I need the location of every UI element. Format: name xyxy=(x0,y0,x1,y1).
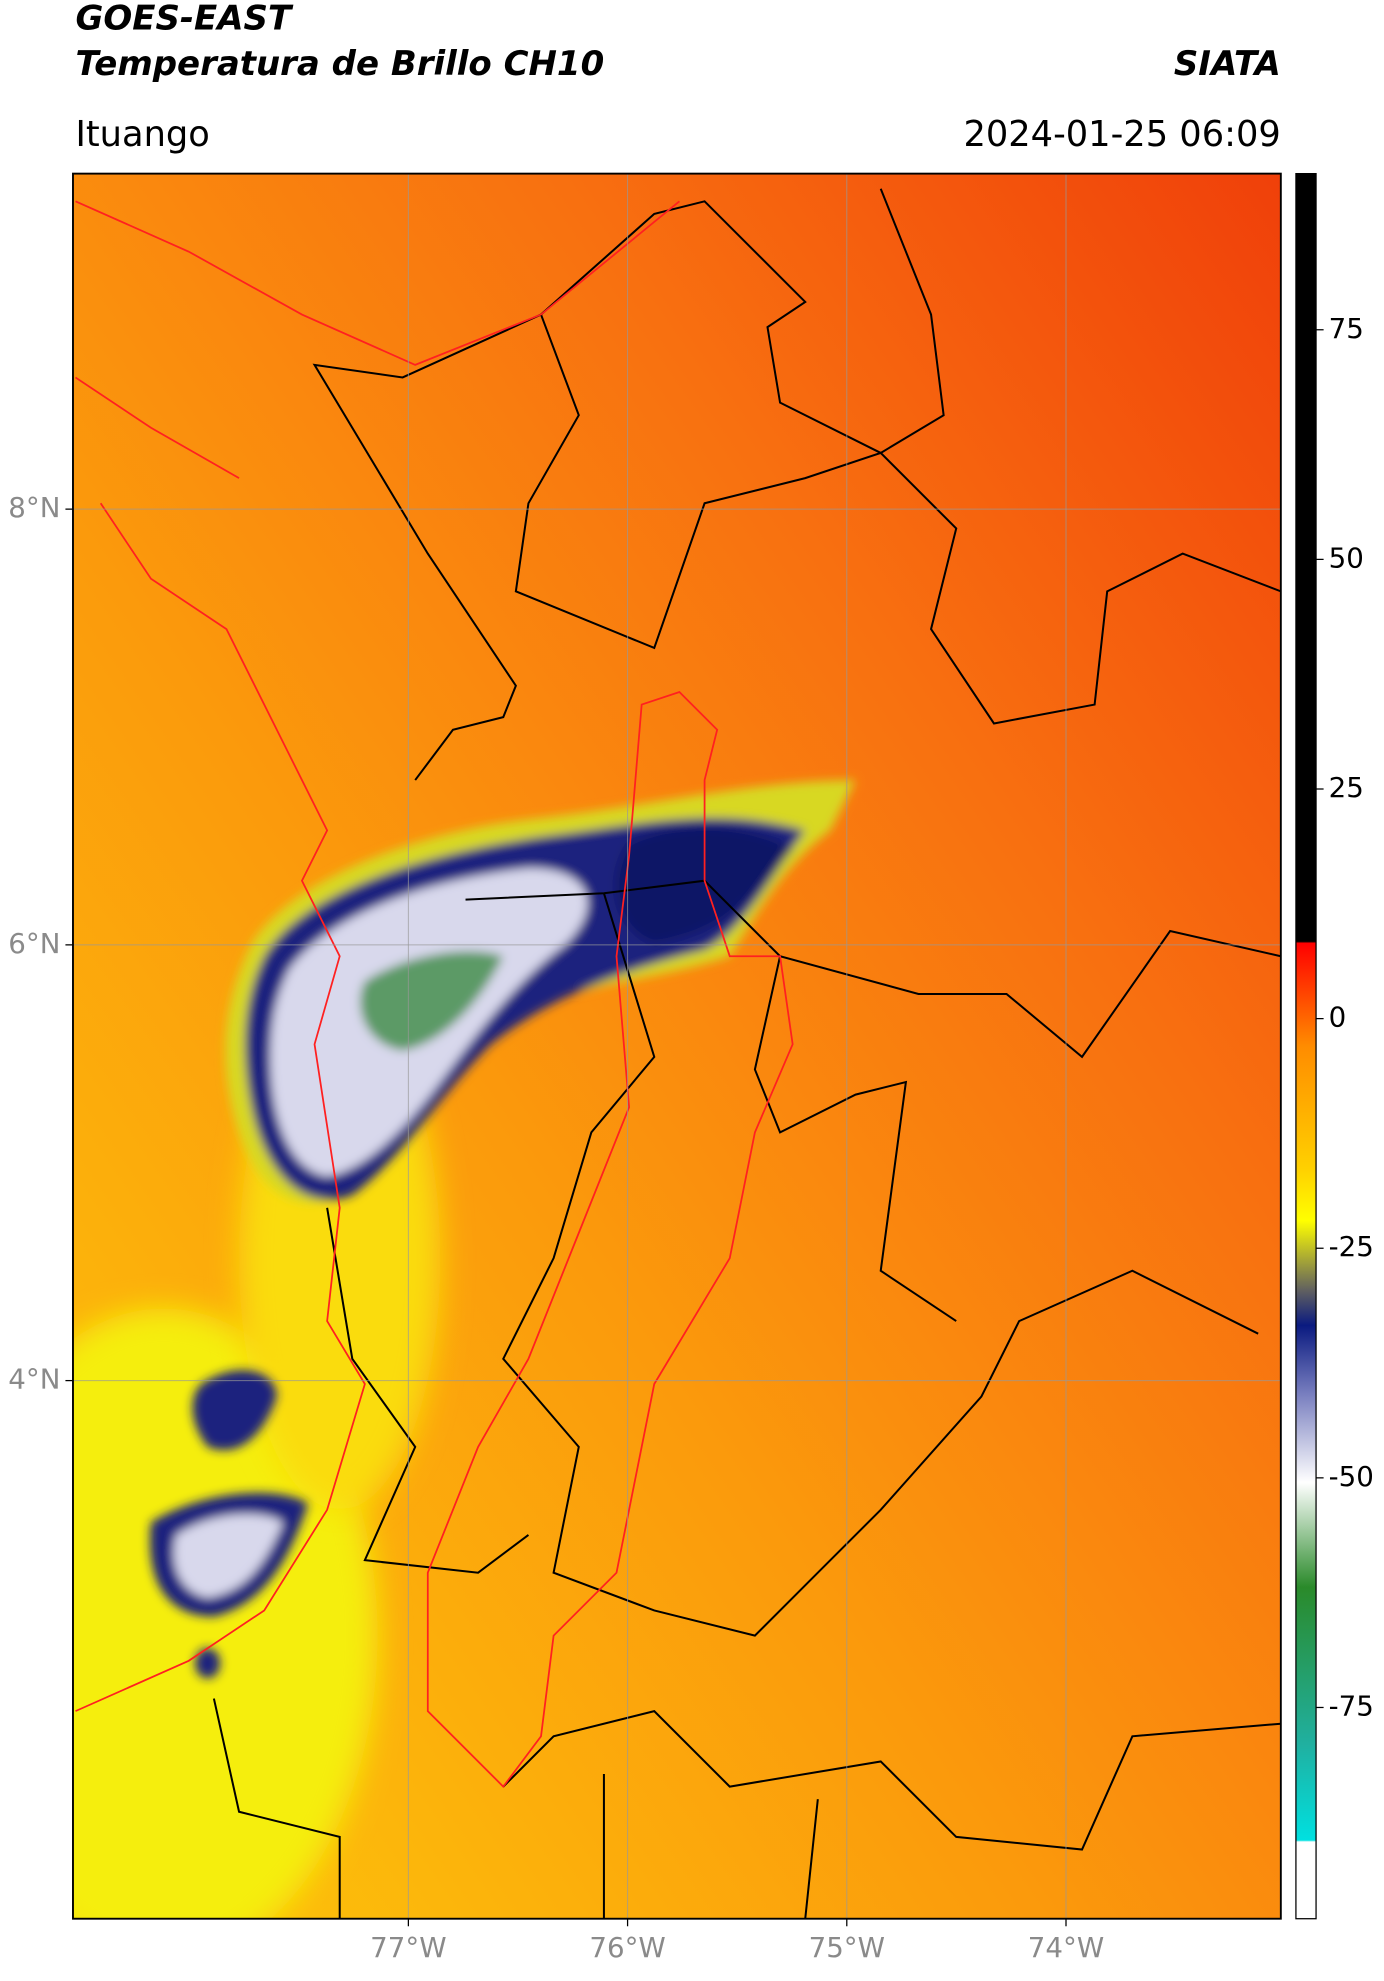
agency: SIATA xyxy=(1174,44,1281,84)
datetime: 2024-01-25 06:09 xyxy=(963,114,1280,155)
colorbar-tick-label: -50 xyxy=(1329,1460,1374,1493)
title: GOES-EAST xyxy=(75,0,293,39)
map-image xyxy=(72,173,1281,1919)
colorbar xyxy=(1295,172,1317,1920)
colorbar-tick-label: 75 xyxy=(1329,312,1364,345)
subtitle: Temperatura de Brillo CH10 xyxy=(75,44,604,84)
map-frame xyxy=(72,172,1282,1920)
lat-tick-label: 8°N xyxy=(8,491,60,524)
colorbar-tick-label: 50 xyxy=(1329,541,1364,574)
colorbar-tick-label: 25 xyxy=(1329,771,1364,804)
lon-tick-label: 76°W xyxy=(589,1931,665,1964)
lat-tick-label: 6°N xyxy=(8,927,60,960)
location: Ituango xyxy=(75,114,209,155)
lon-tick-label: 75°W xyxy=(809,1931,885,1964)
lat-tick-label: 4°N xyxy=(8,1363,60,1396)
colorbar-tick-label: -25 xyxy=(1329,1230,1374,1263)
colorbar-tick-label: -75 xyxy=(1329,1689,1374,1722)
lon-tick-label: 74°W xyxy=(1028,1931,1104,1964)
colorbar-tick-label: 0 xyxy=(1329,1001,1347,1034)
lon-tick-label: 77°W xyxy=(370,1931,446,1964)
